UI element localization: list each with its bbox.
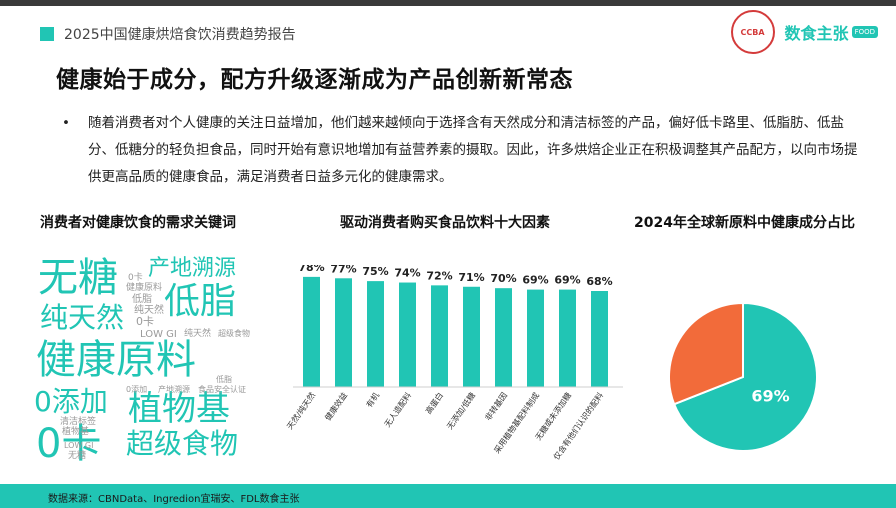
pie-slice	[668, 301, 744, 406]
main-title: 健康始于成分，配方升级逐渐成为产品创新新常态	[56, 67, 573, 93]
keyword-small: 0添加	[126, 385, 148, 394]
pie-slice-label: 69%	[751, 387, 789, 406]
bar-chart: 78% 天然/纯天然 77% 健康效益 75% 有机 74% 无人造配料 72% 高蛋白 71% 无添…	[285, 265, 623, 462]
pie-slice	[672, 301, 818, 452]
bar-value-label: 70%	[490, 272, 516, 285]
bar-category-label: 非转基因	[483, 390, 510, 422]
brand-tag: FOOD	[851, 26, 878, 38]
bar	[367, 281, 384, 387]
keyword-big: 植物基	[128, 389, 230, 429]
bar-category-label: 有机	[364, 390, 381, 409]
pie-chart-title: 2024年全球新原料中健康成分占比	[634, 215, 855, 231]
bullet-text: 随着消费者对个人健康的关注日益增加，他们越来越倾向于选择含有天然成分和清洁标签的…	[88, 115, 858, 185]
bar-category-label: 无添加/低糖	[444, 390, 477, 431]
bar-value-label: 74%	[394, 267, 420, 280]
keyword-small: 清洁标签	[60, 417, 97, 427]
header-square-icon	[40, 27, 54, 41]
association-seal-icon: CCBA	[730, 10, 775, 54]
bar-value-label: 69%	[554, 274, 580, 287]
bar	[303, 276, 320, 387]
bar	[431, 285, 448, 387]
bar	[463, 286, 480, 387]
bar	[527, 289, 544, 387]
brand-name: 数食主张	[784, 24, 849, 43]
report-title: 2025中国健康烘焙食饮消费趋势报告	[64, 27, 296, 43]
keyword-big: 0添加	[34, 385, 108, 418]
keyword-small: 超级食物	[218, 329, 250, 338]
bar-category-label: 天然/纯天然	[285, 390, 317, 431]
bar-value-label: 75%	[362, 265, 388, 278]
keyword-small: 纯天然	[184, 329, 212, 339]
keyword-cloud: 无糖 产地溯源 低脂 纯天然 健康原料 0添加 植物基 0卡 超级食物 0卡 健…	[28, 250, 268, 470]
keyword-small: 植物基	[62, 427, 90, 437]
bar	[335, 278, 352, 387]
keyword-small: 健康原料	[126, 283, 163, 293]
keyword-big: 低脂	[164, 281, 237, 322]
footer-bar: 数据来源：CBNData、Ingredion宜瑞安、FDL数食主张	[0, 484, 896, 508]
keyword-big: 超级食物	[126, 427, 239, 460]
wordcloud-title: 消费者对健康饮食的需求关键词	[40, 215, 236, 231]
bar-category-label: 无人造配料	[382, 390, 413, 429]
bar	[495, 288, 512, 387]
keyword-small: 低脂	[132, 294, 152, 305]
keyword-small: LOW GI	[140, 329, 177, 340]
keyword-small: LOW GI	[64, 441, 94, 450]
bar-value-label: 78%	[298, 265, 324, 274]
bar-value-label: 72%	[426, 269, 452, 282]
bar-category-label: 高蛋白	[423, 390, 445, 415]
bar	[591, 291, 608, 387]
bar-value-label: 69%	[522, 274, 548, 287]
keyword-small: 食品安全认证	[198, 385, 246, 394]
bullet-marker: •	[62, 115, 70, 131]
data-source: 数据来源：CBNData、Ingredion宜瑞安、FDL数食主张	[48, 494, 300, 505]
bar	[559, 289, 576, 387]
keyword-big: 产地溯源	[148, 256, 237, 281]
keyword-small: 纯天然	[134, 305, 164, 316]
bar-value-label: 68%	[586, 275, 612, 288]
bar	[399, 282, 416, 387]
brand-logo: 数食主张 FOOD	[785, 20, 878, 44]
pie-chart: 69%	[668, 301, 818, 452]
keyword-big: 纯天然	[40, 301, 125, 334]
bar-value-label: 71%	[458, 271, 484, 284]
bar-chart-title: 驱动消费者购买食品饮料十大因素	[340, 215, 550, 231]
keyword-big: 无糖	[38, 255, 118, 301]
keyword-small: 无糖	[68, 451, 87, 461]
bar-value-label: 77%	[330, 265, 356, 275]
keyword-big: 健康原料	[36, 337, 196, 383]
keyword-small: 0卡	[136, 315, 154, 328]
logos: CCBA 数食主张 FOOD	[730, 10, 878, 54]
keyword-small: 0卡	[128, 273, 143, 283]
bar-category-label: 健康效益	[323, 390, 350, 422]
top-border	[0, 0, 896, 6]
bullet-paragraph: • 随着消费者对个人健康的关注日益增加，他们越来越倾向于选择含有天然成分和清洁标…	[60, 110, 860, 191]
keyword-big: 0卡	[36, 421, 102, 467]
keyword-small: 低脂	[216, 375, 232, 384]
report-header: 2025中国健康烘焙食饮消费趋势报告	[40, 24, 296, 44]
keyword-small: 产地溯源	[158, 385, 190, 394]
